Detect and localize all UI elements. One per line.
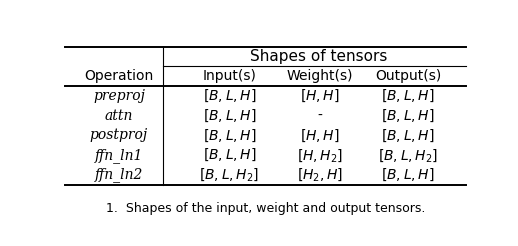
Text: Shapes of tensors: Shapes of tensors <box>250 49 387 64</box>
Text: $[B,L,H]$: $[B,L,H]$ <box>203 108 256 124</box>
Text: ffn_ln1: ffn_ln1 <box>95 148 143 163</box>
Text: preproj: preproj <box>93 89 145 103</box>
Text: ffn_ln2: ffn_ln2 <box>95 168 143 182</box>
Text: $[H,H]$: $[H,H]$ <box>300 127 339 144</box>
Text: $[H,H]$: $[H,H]$ <box>300 88 339 104</box>
Text: $[H,H_{2}]$: $[H,H_{2}]$ <box>297 147 342 164</box>
Text: $[B,L,H_{2}]$: $[B,L,H_{2}]$ <box>378 147 438 164</box>
Text: $[B,L,H]$: $[B,L,H]$ <box>203 127 256 144</box>
Text: Operation: Operation <box>84 69 153 83</box>
Text: $[B,L,H]$: $[B,L,H]$ <box>381 167 435 183</box>
Text: Output(s): Output(s) <box>375 69 441 83</box>
Text: $[B,L,H]$: $[B,L,H]$ <box>203 147 256 163</box>
Text: $[B,L,H_{2}]$: $[B,L,H_{2}]$ <box>199 167 260 183</box>
Text: postproj: postproj <box>90 128 148 142</box>
Text: $[H_{2},H]$: $[H_{2},H]$ <box>296 167 343 183</box>
Text: $[B,L,H]$: $[B,L,H]$ <box>381 108 435 124</box>
Text: $[B,L,H]$: $[B,L,H]$ <box>203 88 256 104</box>
Text: -: - <box>317 109 322 123</box>
Text: Input(s): Input(s) <box>203 69 256 83</box>
Text: $[B,L,H]$: $[B,L,H]$ <box>381 127 435 144</box>
Text: 1.  Shapes of the input, weight and output tensors.: 1. Shapes of the input, weight and outpu… <box>106 202 425 215</box>
Text: Weight(s): Weight(s) <box>286 69 353 83</box>
Text: $[B,L,H]$: $[B,L,H]$ <box>381 88 435 104</box>
Text: attn: attn <box>105 109 133 123</box>
